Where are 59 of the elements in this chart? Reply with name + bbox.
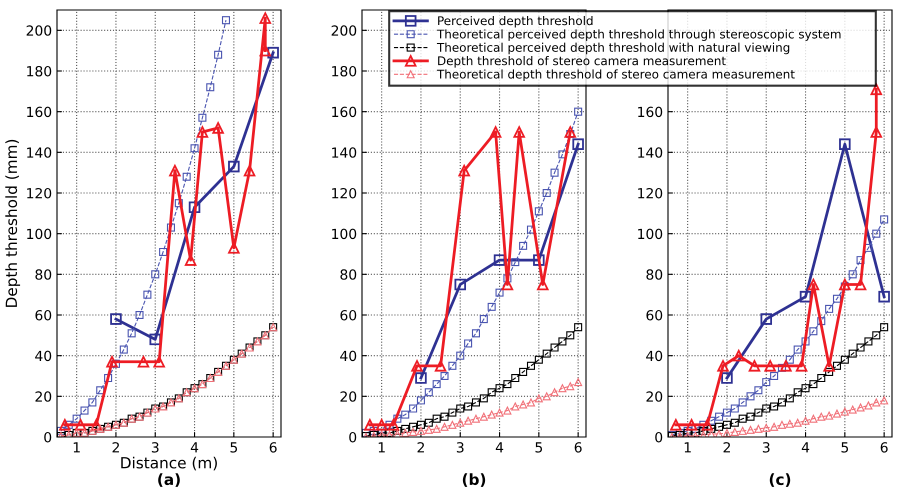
y-tick-label: 60 <box>646 310 662 320</box>
x-tick-label: 6 <box>574 442 582 453</box>
x-tick-label: 4 <box>190 442 198 452</box>
x-tick-label: 4 <box>496 442 504 452</box>
y-tick-label: 200 <box>26 25 52 36</box>
y-tick-label: 100 <box>638 228 662 240</box>
x-tick-label: 2 <box>112 442 119 452</box>
y-tick-label: 120 <box>27 188 52 198</box>
y-axis-title: Depth threshold (mm) <box>5 140 20 307</box>
y-tick-label: 160 <box>332 106 356 118</box>
y-tick-label: 0 <box>349 432 356 442</box>
x-axis-title: Distance (m) <box>121 456 217 470</box>
legend-label: Theoretical perceived depth threshold with natural viewing <box>436 42 790 54</box>
y-tick-label: 80 <box>646 269 662 280</box>
y-tick-label: 140 <box>638 147 662 158</box>
y-tick-label: 80 <box>35 269 52 280</box>
y-tick-label: 160 <box>638 106 662 118</box>
y-tick-label: 0 <box>655 432 662 442</box>
text: (a) <box>158 473 180 487</box>
x-tick-label: 2 <box>418 442 424 452</box>
y-tick-label: 40 <box>35 350 52 362</box>
x-tick-label: 5 <box>841 442 848 453</box>
y-tick-label: 140 <box>332 147 356 158</box>
x-tick-label: 3 <box>762 442 770 453</box>
x-tick-label: 4 <box>802 442 810 452</box>
x-tick-label: 1 <box>74 442 80 452</box>
y-tick-label: 0 <box>44 432 52 442</box>
x-tick-label: 5 <box>535 442 542 453</box>
x-tick-label: 6 <box>270 442 277 453</box>
y-tick-label: 160 <box>27 106 52 118</box>
legend-label: Theoretical depth threshold of stereo camera measurement <box>436 69 795 81</box>
y-tick-label: 200 <box>332 25 356 36</box>
y-tick-label: 20 <box>340 391 356 402</box>
y-tick-label: 60 <box>340 310 356 320</box>
text: (b) <box>462 473 486 487</box>
x-tick-label: 3 <box>456 442 464 453</box>
y-tick-label: 20 <box>35 391 52 402</box>
text: (c) <box>770 473 790 487</box>
y-tick-label: 100 <box>332 228 356 240</box>
y-tick-label: 180 <box>27 66 52 76</box>
y-tick-label: 60 <box>35 310 52 320</box>
legend-label: Theoretical perceived depth threshold through stereoscopic system <box>436 29 841 41</box>
y-tick-label: 120 <box>332 188 356 198</box>
y-tick-label: 40 <box>340 350 356 362</box>
legend-label: Depth threshold of stereo camera measurement <box>438 56 726 68</box>
x-tick-label: 6 <box>880 442 888 453</box>
y-tick-label: 140 <box>27 147 52 158</box>
x-tick-label: 5 <box>230 442 238 453</box>
legend-label: Perceived depth threshold <box>438 16 592 28</box>
x-tick-label: 2 <box>724 442 730 452</box>
y-tick-label: 100 <box>27 228 52 240</box>
x-tick-label: 1 <box>684 442 691 452</box>
y-tick-label: 20 <box>646 391 662 402</box>
y-tick-label: 80 <box>340 269 356 280</box>
x-tick-label: 3 <box>152 442 159 453</box>
y-tick-label: 180 <box>332 66 356 76</box>
y-tick-label: 120 <box>638 188 662 198</box>
y-tick-label: 40 <box>646 350 662 362</box>
x-tick-label: 1 <box>378 442 385 452</box>
